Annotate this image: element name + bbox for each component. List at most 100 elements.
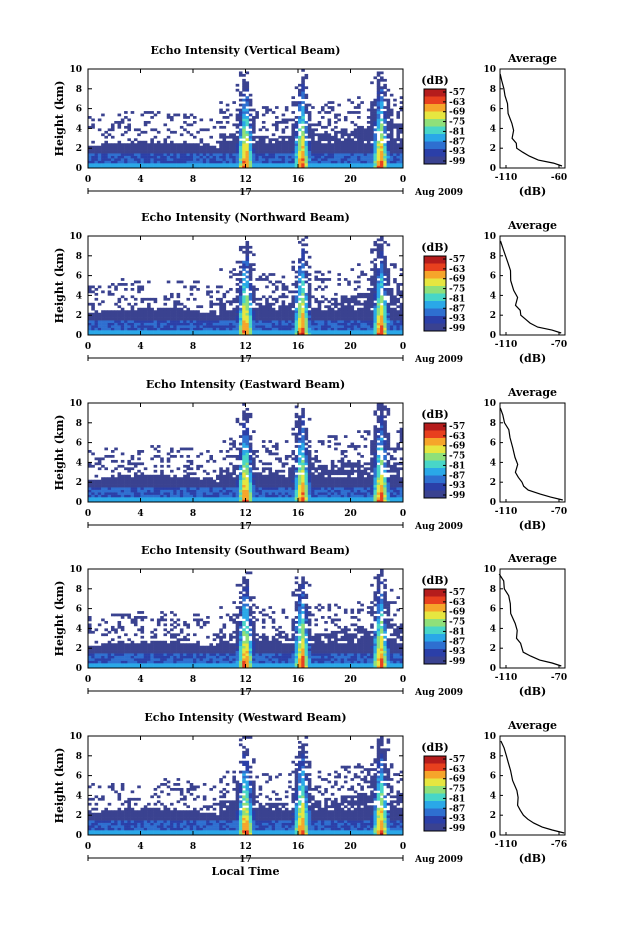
- heatmap-cell: [278, 307, 282, 311]
- panel-title: Echo Intensity (Northward Beam): [141, 211, 350, 224]
- heatmap-cell: [209, 332, 213, 336]
- heatmap-cell: [179, 133, 184, 137]
- heatmap-cell: [304, 120, 309, 124]
- heatmap-cell: [196, 143, 200, 147]
- heatmap-cell: [307, 153, 312, 156]
- heatmap-cell: [225, 497, 230, 500]
- heatmap-cell: [232, 165, 236, 169]
- heatmap-cell: [235, 315, 240, 318]
- heatmap-cell: [363, 322, 368, 326]
- heatmap-cell: [114, 320, 118, 323]
- heatmap-cell: [245, 454, 250, 458]
- heatmap-cell: [238, 111, 243, 114]
- heatmap-cell: [334, 497, 338, 500]
- colorbar-swatch: [424, 308, 446, 317]
- heatmap-cell: [350, 153, 355, 156]
- heatmap-cell: [383, 310, 387, 314]
- heatmap-cell: [265, 467, 269, 471]
- heatmap-cell: [88, 148, 92, 151]
- heatmap-cell: [294, 120, 299, 124]
- heatmap-cell: [219, 300, 223, 304]
- heatmap-cell: [281, 325, 286, 328]
- heatmap-cell: [386, 101, 391, 104]
- heatmap-cell: [327, 479, 332, 483]
- heatmap-cell: [189, 150, 194, 154]
- heatmap-cell: [363, 292, 368, 296]
- heatmap-cell: [248, 437, 253, 441]
- heatmap-cell: [153, 297, 158, 301]
- heatmap-cell: [370, 145, 374, 149]
- heatmap-cell: [238, 467, 243, 471]
- heatmap-cell: [189, 155, 194, 159]
- heatmap-cell: [330, 128, 335, 132]
- colorbar-frame: [423, 255, 447, 332]
- heatmap-cell: [189, 310, 194, 314]
- heatmap-cell: [366, 300, 371, 304]
- heatmap-cell: [307, 135, 312, 139]
- heatmap-cell: [389, 464, 394, 468]
- heatmap-cell: [255, 484, 259, 488]
- heatmap-cell: [383, 422, 387, 426]
- heatmap-cell: [143, 163, 148, 166]
- y-tick-label: 8: [76, 85, 82, 95]
- heatmap-cell: [183, 330, 187, 333]
- heatmap-cell: [268, 143, 273, 147]
- heatmap-cell: [110, 153, 115, 156]
- heatmap-cell: [245, 479, 250, 483]
- heatmap-cell: [202, 128, 207, 132]
- heatmap-cell: [120, 145, 125, 149]
- heatmap-cell: [232, 163, 236, 166]
- heatmap-cell: [317, 285, 322, 289]
- heatmap-cell: [130, 165, 135, 169]
- heatmap-cell: [376, 283, 381, 286]
- heatmap-cell: [380, 327, 384, 331]
- heatmap-cell: [284, 479, 289, 483]
- heatmap-cell: [245, 108, 250, 112]
- heatmap-cell: [298, 165, 302, 169]
- heatmap-cell: [229, 492, 233, 495]
- heatmap-cell: [268, 140, 273, 144]
- heatmap-cell: [232, 315, 236, 318]
- heatmap-cell: [370, 447, 374, 451]
- heatmap-cell: [193, 158, 197, 161]
- heatmap-cell: [320, 477, 325, 481]
- heatmap-cell: [225, 160, 230, 164]
- heatmap-cell: [330, 143, 335, 147]
- heatmap-cell: [298, 116, 302, 119]
- heatmap-cell: [242, 81, 246, 85]
- heatmap-cell: [271, 320, 276, 323]
- heatmap-cell: [360, 499, 364, 503]
- heatmap-cell: [202, 325, 207, 328]
- heatmap-cell: [238, 248, 243, 252]
- heatmap-cell: [380, 263, 384, 266]
- heatmap-cell: [275, 300, 279, 304]
- heatmap-cell: [334, 330, 338, 333]
- heatmap-cell: [235, 83, 240, 87]
- heatmap-cell: [330, 320, 335, 323]
- heatmap-cell: [294, 283, 299, 286]
- heatmap-cell: [229, 140, 233, 144]
- heatmap-cell: [140, 310, 145, 314]
- heatmap-cell: [91, 125, 95, 129]
- heatmap-cell: [307, 472, 312, 476]
- heatmap-cell: [334, 153, 338, 156]
- heatmap-cell: [330, 148, 335, 151]
- heatmap-cell: [311, 462, 315, 466]
- heatmap-cell: [301, 78, 305, 82]
- heatmap-cell: [137, 155, 141, 159]
- heatmap-cell: [284, 140, 289, 144]
- heatmap-cell: [261, 330, 266, 333]
- heatmap-cell: [209, 454, 213, 458]
- heatmap-cell: [284, 317, 289, 321]
- heatmap-cell: [215, 322, 220, 326]
- heatmap-cell: [301, 290, 305, 294]
- heatmap-cell: [294, 123, 299, 127]
- heatmap-cell: [238, 297, 243, 301]
- heatmap-cell: [298, 155, 302, 159]
- heatmap-cell: [357, 275, 361, 279]
- heatmap-cell: [353, 320, 358, 323]
- heatmap-cell: [311, 123, 315, 127]
- heatmap-cell: [330, 135, 335, 139]
- heatmap-cell: [363, 437, 368, 441]
- heatmap-cell: [386, 442, 391, 446]
